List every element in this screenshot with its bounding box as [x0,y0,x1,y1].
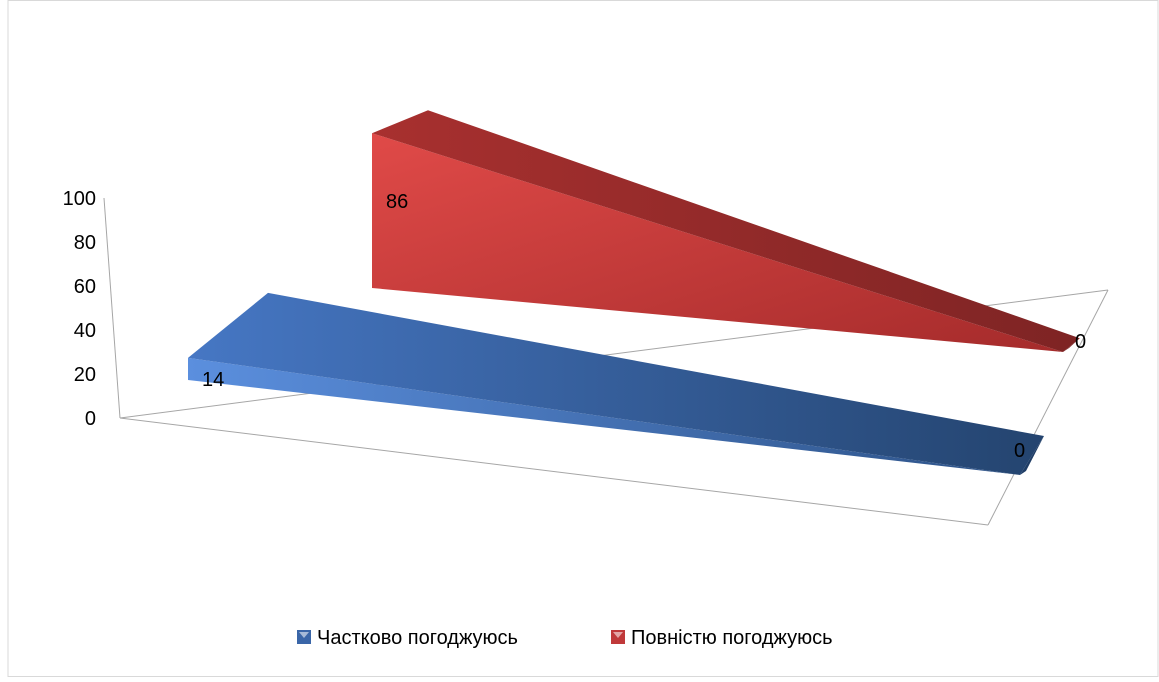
y-tick-label: 20 [74,364,96,386]
floor-left-edge [119,417,989,526]
y-tick-label: 100 [63,188,96,210]
data-label: 86 [386,191,408,213]
series-1 [188,292,1044,475]
value-axis-line [103,197,121,419]
series-2-top-face [372,110,1080,352]
legend: Частково погоджуюсь Повністю погоджуюсь [297,627,833,649]
series-2 [372,110,1080,352]
y-tick-label: 60 [74,276,96,298]
legend-swatch-highlight [613,632,623,638]
y-tick-label: 40 [74,320,96,342]
legend-item: Повністю погоджуюсь [611,627,833,649]
data-label: 0 [1014,440,1025,462]
data-label: 14 [202,369,224,391]
legend-swatch-highlight [299,632,309,638]
floor-right-edge [987,289,1109,526]
legend-item: Частково погоджуюсь [297,627,518,649]
legend-label: Частково погоджуюсь [317,627,518,649]
series-1-top-face [188,292,1044,475]
y-axis-ticks: 0 20 40 60 80 100 [63,188,96,430]
series-layer [188,110,1080,475]
data-label: 0 [1075,331,1086,353]
series-1-side-face [1020,436,1044,475]
series-2-side-face [1063,338,1080,352]
y-tick-label: 0 [85,408,96,430]
legend-label: Повністю погоджуюсь [631,627,833,649]
y-tick-label: 80 [74,232,96,254]
data-labels: 86 0 14 0 [202,191,1086,462]
